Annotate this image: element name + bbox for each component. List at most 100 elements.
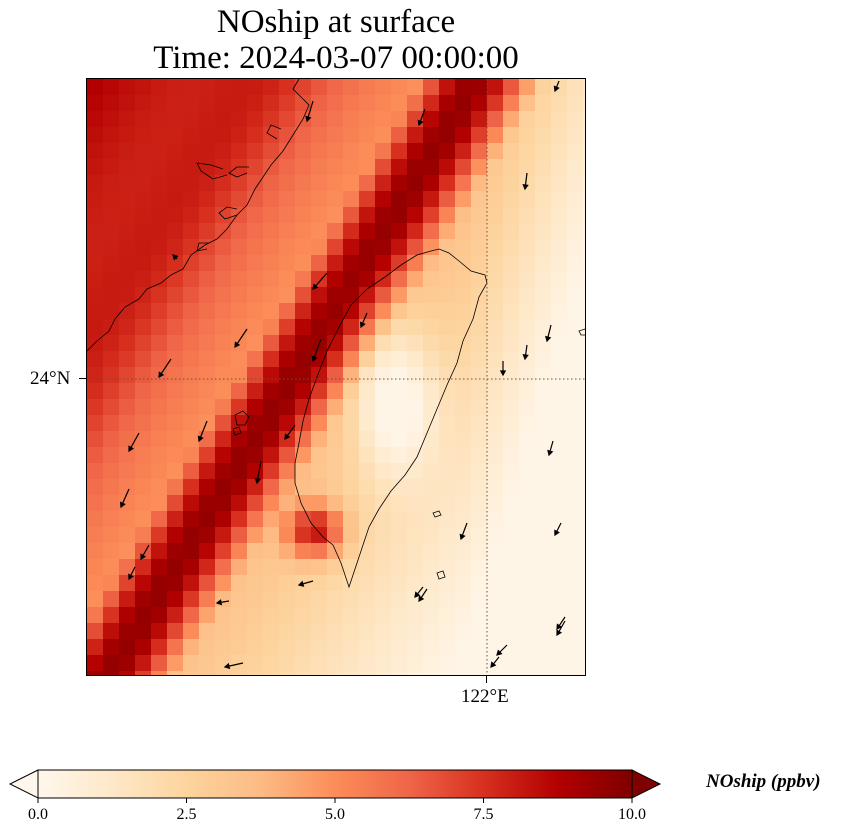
field-cell [375,607,392,624]
field-cell [263,191,280,208]
field-cell [471,143,488,160]
field-cell [199,415,216,432]
field-cell [279,95,296,112]
field-cell [503,223,520,240]
field-cell [231,95,248,112]
field-cell [407,527,424,544]
field-cell [359,127,376,144]
field-cell [423,527,440,544]
field-cell [471,479,488,496]
field-cell [103,175,120,192]
field-cell [487,351,504,368]
field-cell [199,111,216,128]
field-cell [311,479,328,496]
field-cell [455,383,472,400]
field-cell [423,351,440,368]
field-cell [119,655,136,672]
field-cell [407,287,424,304]
field-cell [487,559,504,576]
field-cell [471,447,488,464]
field-cell [535,623,552,640]
field-cell [471,367,488,384]
field-cell [551,559,568,576]
field-cell [583,191,585,208]
field-cell [103,95,120,112]
field-cell [119,111,136,128]
field-cell [311,623,328,640]
field-cell [183,511,200,528]
field-cell [199,127,216,144]
field-cell [279,511,296,528]
wind-arrow [215,599,230,606]
field-cell [567,191,584,208]
field-cell [87,223,104,240]
field-cell [439,527,456,544]
field-cell [375,111,392,128]
field-cell [407,207,424,224]
field-cell [311,639,328,656]
field-cell [215,111,232,128]
field-cell [151,95,168,112]
wind-arrow [556,620,566,637]
field-cell [551,543,568,560]
field-cell [471,127,488,144]
field-cell [231,255,248,272]
field-cell [471,655,488,672]
colorbar-tick-label: 7.5 [473,806,494,823]
field-cell [295,383,312,400]
field-cell [247,447,264,464]
field-cell [583,351,585,368]
field-cell [327,575,344,592]
field-cell [375,543,392,560]
field-cell [551,159,568,176]
field-cell [503,111,520,128]
field-cell [215,511,232,528]
field-cell [215,191,232,208]
field-cell [343,447,360,464]
field-cell [423,367,440,384]
wind-arrow [297,580,314,587]
wind-arrow [544,324,552,343]
map-title-line-2: Time: 2024-03-07 00:00:00 [153,40,519,76]
field-cell [551,671,568,675]
field-cell [183,223,200,240]
field-cell [279,639,296,656]
field-cell [391,495,408,512]
field-cell [103,239,120,256]
field-cell [327,319,344,336]
field-cell [327,95,344,112]
field-cell [199,367,216,384]
field-cell [119,95,136,112]
field-cell [215,415,232,432]
field-cell [439,607,456,624]
field-cell [119,575,136,592]
field-cell [247,655,264,672]
field-cell [375,319,392,336]
field-cell [375,79,392,96]
field-cell [567,223,584,240]
field-cell [551,495,568,512]
field-cell [455,271,472,288]
field-cell [375,95,392,112]
field-cell [87,159,104,176]
field-cell [263,383,280,400]
field-cell [423,207,440,224]
field-cell [327,351,344,368]
field-cell [327,143,344,160]
field-cell [535,511,552,528]
field-cell [311,415,328,432]
field-cell [119,79,136,96]
field-cell [119,287,136,304]
field-cell [535,271,552,288]
field-cell [343,607,360,624]
field-cell [503,575,520,592]
field-cell [151,559,168,576]
field-cell [199,335,216,352]
colorbar-tick-label: 5.0 [325,806,345,823]
field-cell [359,559,376,576]
field-cell [263,415,280,432]
field-cell [455,127,472,144]
field-cell [87,207,104,224]
field-cell [295,671,312,675]
field-cell [503,655,520,672]
